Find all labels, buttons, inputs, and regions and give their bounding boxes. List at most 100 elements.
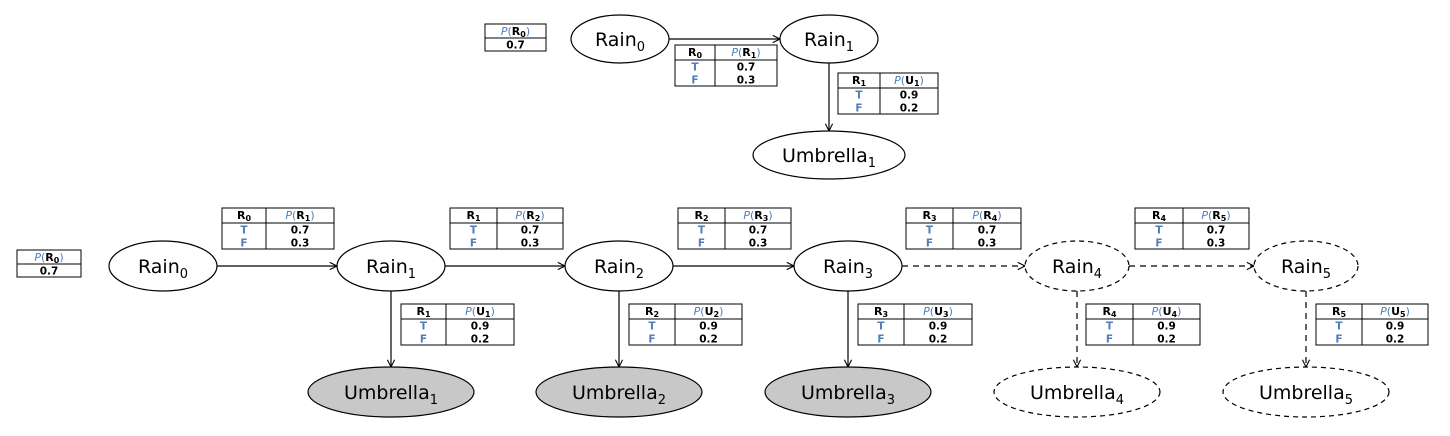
- edges-layer: [217, 39, 1306, 367]
- cpt-cond-f: F: [1106, 334, 1113, 346]
- node-ellipse: [993, 366, 1161, 418]
- node-umbrella-1: Umbrella1: [307, 366, 475, 418]
- nodes-layer: Rain0 Rain1 Umbrella1 Rain0 Rain1 Rain2 Rain3 R…: [108, 14, 1390, 418]
- node-label: Rain2: [594, 256, 644, 282]
- cpt-cond-t: T: [698, 225, 706, 237]
- cpt-header-parent: R2: [694, 209, 708, 223]
- cpt-table-sens1: R1 P(U1) T 0.9 F 0.2: [400, 303, 515, 346]
- cpt-table-trans2: R1 P(R2) T 0.7 F 0.3: [449, 207, 564, 250]
- cpt-header-prob: P(R1): [731, 46, 760, 60]
- cpt-header-prob: P(R4): [972, 209, 1001, 223]
- node-rain-0: Rain0: [108, 240, 218, 292]
- cpt-cond-t: T: [1155, 225, 1163, 237]
- cpt-header-prob: P(U2): [694, 305, 724, 319]
- cpt-header-prob: P(U1): [894, 74, 924, 88]
- node-umbrella-1-top: Umbrella1: [752, 130, 906, 180]
- node-ellipse: [1222, 366, 1390, 418]
- cpt-prob-value: 0.7: [749, 225, 768, 237]
- node-umbrella-3: Umbrella3: [764, 366, 932, 418]
- cpt-cond-f: F: [648, 334, 655, 346]
- cpt-header-parent: R0: [688, 46, 702, 60]
- cpt-prob-value: 0.9: [1386, 321, 1405, 333]
- cpt-prob-value: 0.3: [737, 75, 756, 87]
- cpt-cond-t: T: [926, 225, 934, 237]
- node-label: Rain0: [138, 256, 188, 282]
- node-label: Umbrella2: [572, 382, 666, 408]
- cpt-header-prob: P(U3): [923, 305, 953, 319]
- cpt-table-sens5: R5 P(U5) T 0.9 F 0.2: [1315, 303, 1429, 346]
- node-rain-4: Rain4: [1024, 240, 1130, 292]
- node-ellipse: [1253, 240, 1359, 292]
- cpt-header-prob: P(R3): [743, 209, 772, 223]
- cpt-tables-layer: R0 P(R1)T 0.7F 0.3 R1 P(U1)T 0.9F 0.2P(R0)0.7R0…: [16, 23, 1429, 346]
- cpt-prob-value: 0.3: [1207, 238, 1226, 250]
- cpt-table-t_sens: R1 P(U1) T 0.9 F 0.2: [837, 72, 939, 115]
- cpt-header-parent: R3: [922, 209, 936, 223]
- cpt-prob-value: 0.9: [929, 321, 948, 333]
- cpt-prob-value: 0.2: [1157, 334, 1176, 346]
- cpt-prob-value: 0.2: [1386, 334, 1405, 346]
- cpt-table-t_trans: R0 P(R1) T 0.7 F 0.3: [674, 44, 778, 87]
- cpt-prob-value: 0.2: [900, 103, 919, 115]
- cpt-header-parent: R1: [416, 305, 430, 319]
- cpt-prob-value: 0.3: [978, 238, 997, 250]
- node-ellipse: [1024, 240, 1130, 292]
- cpt-prob-value: 0.3: [749, 238, 768, 250]
- node-ellipse: [336, 240, 446, 292]
- cpt-prob-value: 0.7: [978, 225, 997, 237]
- cpt-prob-value: 0.9: [699, 321, 718, 333]
- cpt-header-parent: R5: [1332, 305, 1346, 319]
- node-ellipse: [752, 130, 906, 180]
- cpt-table-trans5: R4 P(R5) T 0.7 F 0.3: [1134, 207, 1250, 250]
- node-rain-3: Rain3: [793, 240, 903, 292]
- node-rain-1: Rain1: [336, 240, 446, 292]
- cpt-prob-value: 0.2: [699, 334, 718, 346]
- cpt-header-prob: P(R1): [285, 209, 314, 223]
- cpt-cond-f: F: [698, 238, 705, 250]
- cpt-header-parent: R0: [237, 209, 251, 223]
- node-label: Umbrella1: [344, 382, 438, 408]
- cpt-header-parent: R1: [466, 209, 480, 223]
- cpt-cond-t: T: [1335, 321, 1343, 333]
- cpt-header-prob: P(U1): [465, 305, 495, 319]
- cpt-table-sens4: R4 P(U4) T 0.9 F 0.2: [1085, 303, 1201, 346]
- cpt-prob-value: 0.7: [1207, 225, 1226, 237]
- cpt-cond-f: F: [240, 238, 247, 250]
- prior-value: 0.7: [40, 266, 59, 278]
- cpt-cond-f: F: [1335, 334, 1342, 346]
- node-label: Rain0: [595, 29, 645, 55]
- node-ellipse: [570, 14, 670, 64]
- cpt-cond-t: T: [1106, 321, 1114, 333]
- node-rain-1-top: Rain1: [779, 14, 879, 64]
- cpt-cond-t: T: [240, 225, 248, 237]
- cpt-table-sens2: R2 P(U2) T 0.9 F 0.2: [628, 303, 743, 346]
- node-ellipse: [108, 240, 218, 292]
- node-rain-0-top: Rain0: [570, 14, 670, 64]
- node-umbrella-4: Umbrella4: [993, 366, 1161, 418]
- cpt-cond-f: F: [926, 238, 933, 250]
- prior-value: 0.7: [506, 40, 525, 52]
- cpt-header-prob: P(U4): [1152, 305, 1182, 319]
- node-label: Rain3: [823, 256, 873, 282]
- cpt-prob-value: 0.3: [291, 238, 310, 250]
- node-label: Rain4: [1052, 256, 1102, 282]
- cpt-header-prob: P(U5): [1380, 305, 1410, 319]
- cpt-cond-t: T: [855, 90, 863, 102]
- node-label: Umbrella5: [1259, 382, 1353, 408]
- node-ellipse: [764, 366, 932, 418]
- cpt-prob-value: 0.9: [1157, 321, 1176, 333]
- node-label: Umbrella3: [801, 382, 895, 408]
- cpt-prob-value: 0.7: [737, 62, 756, 74]
- cpt-cond-f: F: [691, 75, 698, 87]
- cpt-cond-f: F: [855, 103, 862, 115]
- cpt-cond-t: T: [648, 321, 656, 333]
- cpt-cond-f: F: [1155, 238, 1162, 250]
- node-ellipse: [307, 366, 475, 418]
- cpt-cond-t: T: [877, 321, 885, 333]
- node-ellipse: [535, 366, 703, 418]
- node-umbrella-2: Umbrella2: [535, 366, 703, 418]
- cpt-table-trans3: R2 P(R3) T 0.7 F 0.3: [677, 207, 792, 250]
- cpt-header-parent: R2: [645, 305, 659, 319]
- cpt-prob-value: 0.2: [929, 334, 948, 346]
- cpt-table-sens3: R3 P(U3) T 0.9 F 0.2: [857, 303, 973, 346]
